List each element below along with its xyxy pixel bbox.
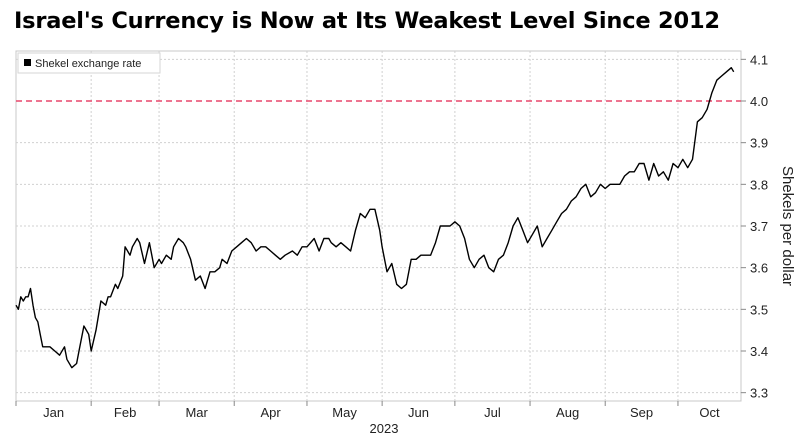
y-tick-label: 3.9 <box>750 136 768 151</box>
y-axis-ticks: 3.3 3.4 3.5 3.6 3.7 3.8 3.9 4.0 4.1 <box>741 52 768 401</box>
x-tick-label: Feb <box>114 405 136 420</box>
y-tick-label: 3.8 <box>750 177 768 192</box>
y-tick-label: 3.4 <box>750 344 768 359</box>
y-tick-label: 3.7 <box>750 219 768 234</box>
x-tick-label: Sep <box>630 405 653 420</box>
legend-swatch <box>24 59 31 66</box>
legend-label: Shekel exchange rate <box>35 58 141 70</box>
y-tick-label: 3.6 <box>750 261 768 276</box>
x-axis-title: 2023 <box>370 421 399 436</box>
x-tick-label: Mar <box>185 405 208 420</box>
x-tick-label: Jul <box>484 405 501 420</box>
y-tick-label: 4.0 <box>750 94 768 109</box>
y-axis-title: Shekels per dollar <box>779 166 796 286</box>
chart-title: Israel's Currency is Now at Its Weakest … <box>14 8 720 34</box>
x-tick-label: Aug <box>556 405 579 420</box>
x-tick-label: Jan <box>43 405 64 420</box>
x-tick-label: Oct <box>699 405 720 420</box>
series-line-shekel <box>15 67 735 369</box>
x-axis-ticks: Jan Feb Mar Apr May Jun Jul Aug Sep Oct <box>15 401 720 420</box>
legend-box <box>17 52 161 74</box>
y-tick-label: 3.3 <box>750 386 768 401</box>
x-tick-label: May <box>332 405 357 420</box>
x-tick-label: Jun <box>408 405 429 420</box>
x-tick-label: Apr <box>260 405 281 420</box>
legend: Shekel exchange rate <box>17 52 161 74</box>
y-tick-label: 3.5 <box>750 302 768 317</box>
y-tick-label: 4.1 <box>750 52 768 67</box>
